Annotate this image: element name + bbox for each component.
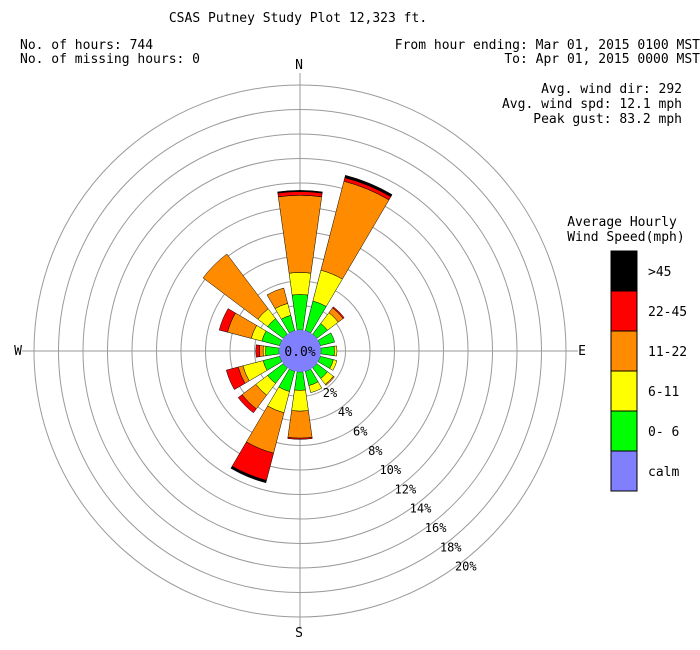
- bar-s-bin0: [294, 371, 306, 391]
- legend-label-2: 11-22: [648, 345, 687, 360]
- bar-wnw-bin3: [218, 308, 236, 333]
- bar-n-bin4: [277, 190, 323, 194]
- bar-e-bin0: [320, 345, 335, 357]
- ring-label-10: 10%: [379, 463, 401, 477]
- hours-count: No. of hours: 744: [20, 38, 153, 53]
- compass-south: S: [295, 626, 303, 641]
- legend-label-3: 6-11: [648, 385, 679, 400]
- from-date: From hour ending: Mar 01, 2015 0100 MST: [395, 38, 700, 53]
- bar-w-bin2: [259, 345, 264, 357]
- compass-west: W: [14, 344, 22, 359]
- bar-s-bin3: [287, 437, 313, 440]
- bar-n-bin1: [288, 272, 312, 296]
- legend-title-line2: Wind Speed(mph): [567, 230, 684, 245]
- calm-percent-label: 0.0%: [284, 345, 315, 360]
- to-date: To: Apr 01, 2015 0000 MST: [504, 52, 700, 67]
- missing-hours: No. of missing hours: 0: [20, 52, 200, 67]
- bar-sse-bin1: [308, 381, 323, 394]
- bar-w-bin1: [262, 345, 267, 357]
- wind-bars: [202, 174, 393, 484]
- ring-label-4: 4%: [338, 405, 353, 419]
- legend-swatch-3: [610, 370, 638, 412]
- legend-swatch-1: [610, 290, 638, 332]
- legend-label-0: >45: [648, 265, 671, 280]
- legend-label-4: 0- 6: [648, 425, 679, 440]
- calm-circle: [279, 330, 321, 372]
- peak-gust: Peak gust: 83.2 mph: [533, 112, 682, 127]
- legend-title-line1: Average Hourly: [567, 215, 677, 230]
- avg-wind-dir: Avg. wind dir: 292: [541, 82, 682, 97]
- bar-n-bin0: [291, 294, 309, 331]
- ring-label-8: 8%: [368, 444, 383, 458]
- bar-ese-bin1: [329, 359, 338, 371]
- bar-nne-bin4: [344, 174, 393, 198]
- bar-n-bin2: [278, 195, 322, 274]
- bar-nw-bin2: [202, 253, 269, 320]
- bar-e-bin1: [333, 345, 338, 357]
- calm-center: 0.0%: [279, 330, 321, 372]
- ring-labels: 2%4%6%8% 10% 12% 14% 16% 18% 20%: [323, 386, 478, 574]
- bar-ssw-bin4: [230, 465, 267, 484]
- ring-label-12: 12%: [395, 482, 417, 496]
- avg-wind-spd: Avg. wind spd: 12.1 mph: [502, 97, 682, 112]
- legend-swatch-2: [610, 330, 638, 372]
- legend-swatch-0: [610, 250, 638, 292]
- ring-label-14: 14%: [410, 502, 432, 516]
- legend-swatch-4: [610, 410, 638, 452]
- ring-label-20: 20%: [455, 560, 477, 574]
- ring-label-6: 6%: [353, 425, 368, 439]
- legend: >45 22-45 11-22 6-11 0- 6 calm: [610, 250, 687, 492]
- bar-w-bin0: [265, 345, 280, 357]
- legend-label-1: 22-45: [648, 305, 687, 320]
- bar-sw-bin3: [237, 394, 257, 414]
- bar-ne-bin3: [332, 306, 345, 319]
- legend-label-5: calm: [648, 465, 679, 480]
- bar-nnw-bin2: [266, 287, 289, 309]
- compass-north: N: [295, 58, 303, 73]
- bar-se-bin2: [324, 375, 335, 386]
- compass-east: E: [578, 344, 586, 359]
- ring-label-2: 2%: [323, 386, 338, 400]
- bar-s-bin1: [291, 389, 309, 412]
- bar-s-bin2: [287, 410, 313, 439]
- ring-label-16: 16%: [425, 521, 447, 535]
- chart-title: CSAS Putney Study Plot 12,323 ft.: [169, 11, 427, 26]
- bar-w-bin3: [255, 344, 261, 358]
- bar-wsw-bin3: [225, 366, 246, 390]
- bar-nne-bin2: [320, 180, 390, 280]
- ring-label-18: 18%: [440, 540, 462, 554]
- legend-swatch-5: [610, 450, 638, 492]
